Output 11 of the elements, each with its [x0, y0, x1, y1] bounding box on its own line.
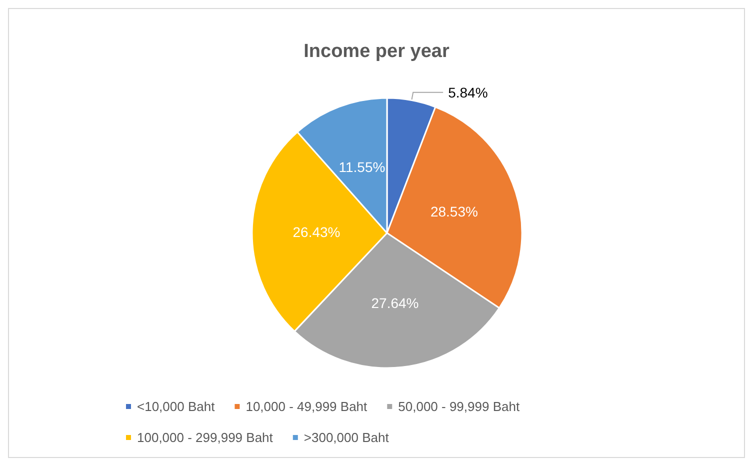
chart-title: Income per year	[304, 41, 450, 62]
legend-label: 10,000 - 49,999 Baht	[246, 399, 368, 414]
data-label: 11.55%	[338, 159, 386, 176]
data-label: 27.64%	[371, 295, 419, 312]
legend-label: 50,000 - 99,999 Baht	[398, 399, 520, 414]
data-label: 28.53%	[430, 204, 478, 220]
legend-label: 100,000 - 299,999 Baht	[137, 430, 274, 445]
legend-label: <10,000 Baht	[137, 399, 216, 414]
data-label: 5.84%	[448, 84, 488, 100]
data-label: 26.43%	[292, 224, 340, 240]
legend-label: >300,000 Baht	[304, 430, 390, 445]
